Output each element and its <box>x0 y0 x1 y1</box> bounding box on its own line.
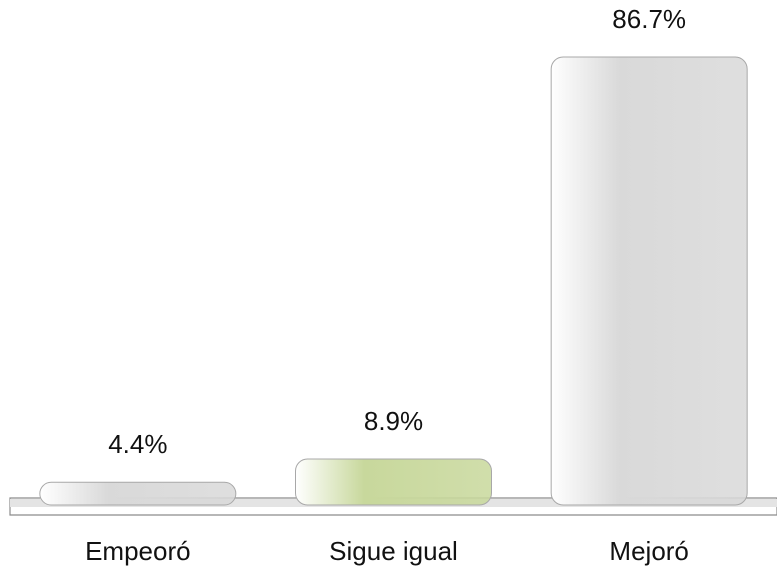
bar <box>295 458 492 506</box>
x-tick-label: Empeoró <box>85 536 191 566</box>
value-label: 4.4% <box>108 429 167 459</box>
bar <box>550 56 748 506</box>
x-tick-label: Sigue igual <box>329 536 458 566</box>
x-tick-label: Mejoró <box>609 536 688 566</box>
value-label: 8.9% <box>364 406 423 436</box>
value-label: 86.7% <box>612 4 686 34</box>
bar <box>39 481 237 506</box>
